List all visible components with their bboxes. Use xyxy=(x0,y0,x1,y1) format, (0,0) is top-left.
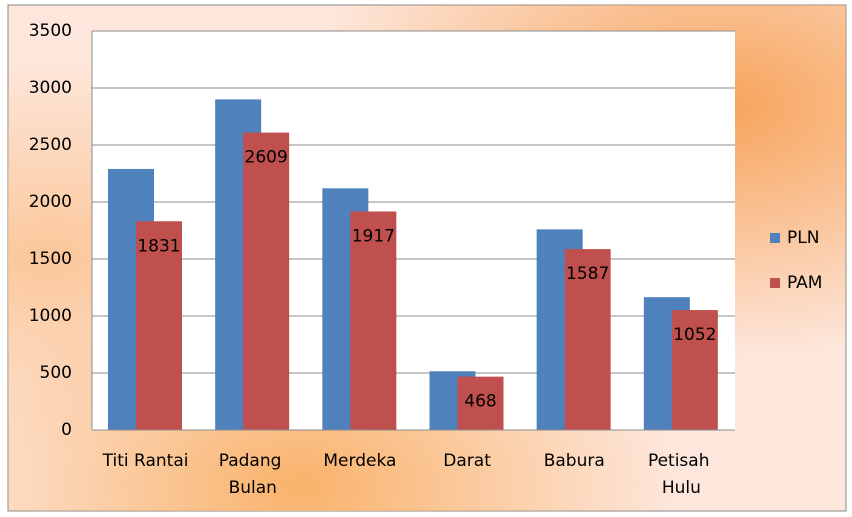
legend-swatch xyxy=(770,233,780,243)
y-tick-label: 2000 xyxy=(29,192,72,212)
legend-swatch xyxy=(770,278,780,288)
x-tick-label: Babura xyxy=(544,451,605,471)
y-tick-label: 1500 xyxy=(29,249,72,269)
bar xyxy=(350,211,397,430)
data-label: 2609 xyxy=(245,148,288,168)
bar xyxy=(243,132,290,430)
plot-area xyxy=(92,31,735,430)
legend-label: PAM xyxy=(787,273,822,293)
legend-label: PLN xyxy=(787,228,819,248)
bar xyxy=(457,376,504,430)
data-label: 1831 xyxy=(137,236,180,256)
data-label: 1587 xyxy=(566,264,609,284)
bar xyxy=(564,249,611,430)
data-label: 468 xyxy=(464,392,496,412)
y-tick-label: 500 xyxy=(40,363,72,383)
bar xyxy=(136,221,182,430)
x-tick-label: Padang Bulan xyxy=(219,451,287,498)
y-tick-label: 3500 xyxy=(29,21,72,41)
x-tick-label: Titi Rantai xyxy=(102,451,189,471)
bar xyxy=(671,310,718,430)
data-label: 1052 xyxy=(673,325,716,345)
data-label: 1917 xyxy=(352,226,395,246)
y-tick-label: 1000 xyxy=(29,306,72,326)
x-tick-label: Merdeka xyxy=(323,451,396,471)
y-tick-label: 3000 xyxy=(29,78,72,98)
y-tick-label: 0 xyxy=(61,420,72,440)
x-tick-label: Petisah Hulu xyxy=(648,451,715,498)
y-tick-label: 2500 xyxy=(29,135,72,155)
x-tick-label: Darat xyxy=(443,451,491,471)
